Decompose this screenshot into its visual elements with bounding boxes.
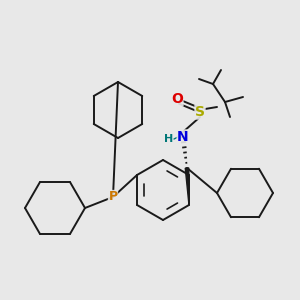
Text: N: N [177,130,189,144]
Polygon shape [185,168,189,205]
Text: P: P [108,190,118,203]
Text: S: S [195,105,205,119]
Text: H: H [164,134,174,144]
Text: O: O [171,92,183,106]
